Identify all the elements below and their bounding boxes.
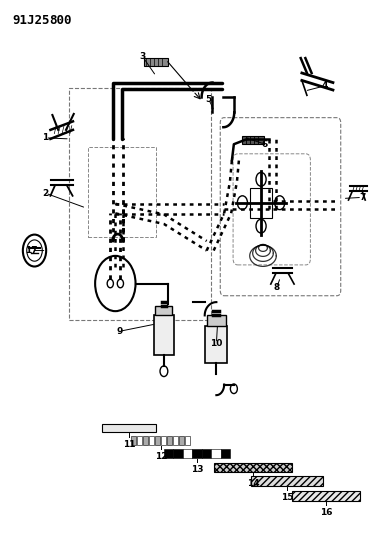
Bar [167,436,172,445]
Bar [211,449,220,458]
Bar [183,449,192,458]
Bar [137,436,142,445]
Text: 13: 13 [191,465,203,474]
Bar [292,491,360,501]
Bar [164,449,173,458]
Bar [155,436,160,445]
Text: 12: 12 [155,452,167,461]
Bar [192,449,202,458]
Text: 6: 6 [262,140,268,149]
Bar [185,436,190,445]
Bar [179,436,184,445]
Text: 8: 8 [273,283,280,292]
Text: 800: 800 [49,14,72,27]
Bar [144,58,168,66]
Bar [161,436,166,445]
Text: 15: 15 [281,493,294,502]
Text: 9: 9 [116,327,122,336]
Bar [215,463,292,472]
Bar [206,326,227,364]
Text: 3: 3 [139,52,145,61]
Bar [69,88,211,320]
Bar [251,477,323,486]
Text: 91J25: 91J25 [12,14,50,27]
Bar [173,449,183,458]
Text: 10: 10 [210,339,223,348]
Bar [220,449,230,458]
Text: 16: 16 [320,508,332,517]
Bar [207,316,226,326]
Text: 5: 5 [206,94,212,103]
Bar [131,436,136,445]
Bar [149,436,154,445]
Bar [202,449,211,458]
Bar [143,436,148,445]
Text: 17: 17 [25,246,38,255]
Text: 4: 4 [322,81,328,90]
Bar [173,436,178,445]
Text: 14: 14 [247,479,260,488]
Bar [155,306,172,316]
Bar [102,424,156,432]
Bar [88,147,156,237]
Text: 7: 7 [359,193,365,202]
Bar [250,188,272,217]
Bar [243,136,264,144]
Text: 1: 1 [42,133,48,142]
Text: 11: 11 [123,440,135,449]
Bar [154,316,174,356]
Text: 2: 2 [42,189,48,198]
